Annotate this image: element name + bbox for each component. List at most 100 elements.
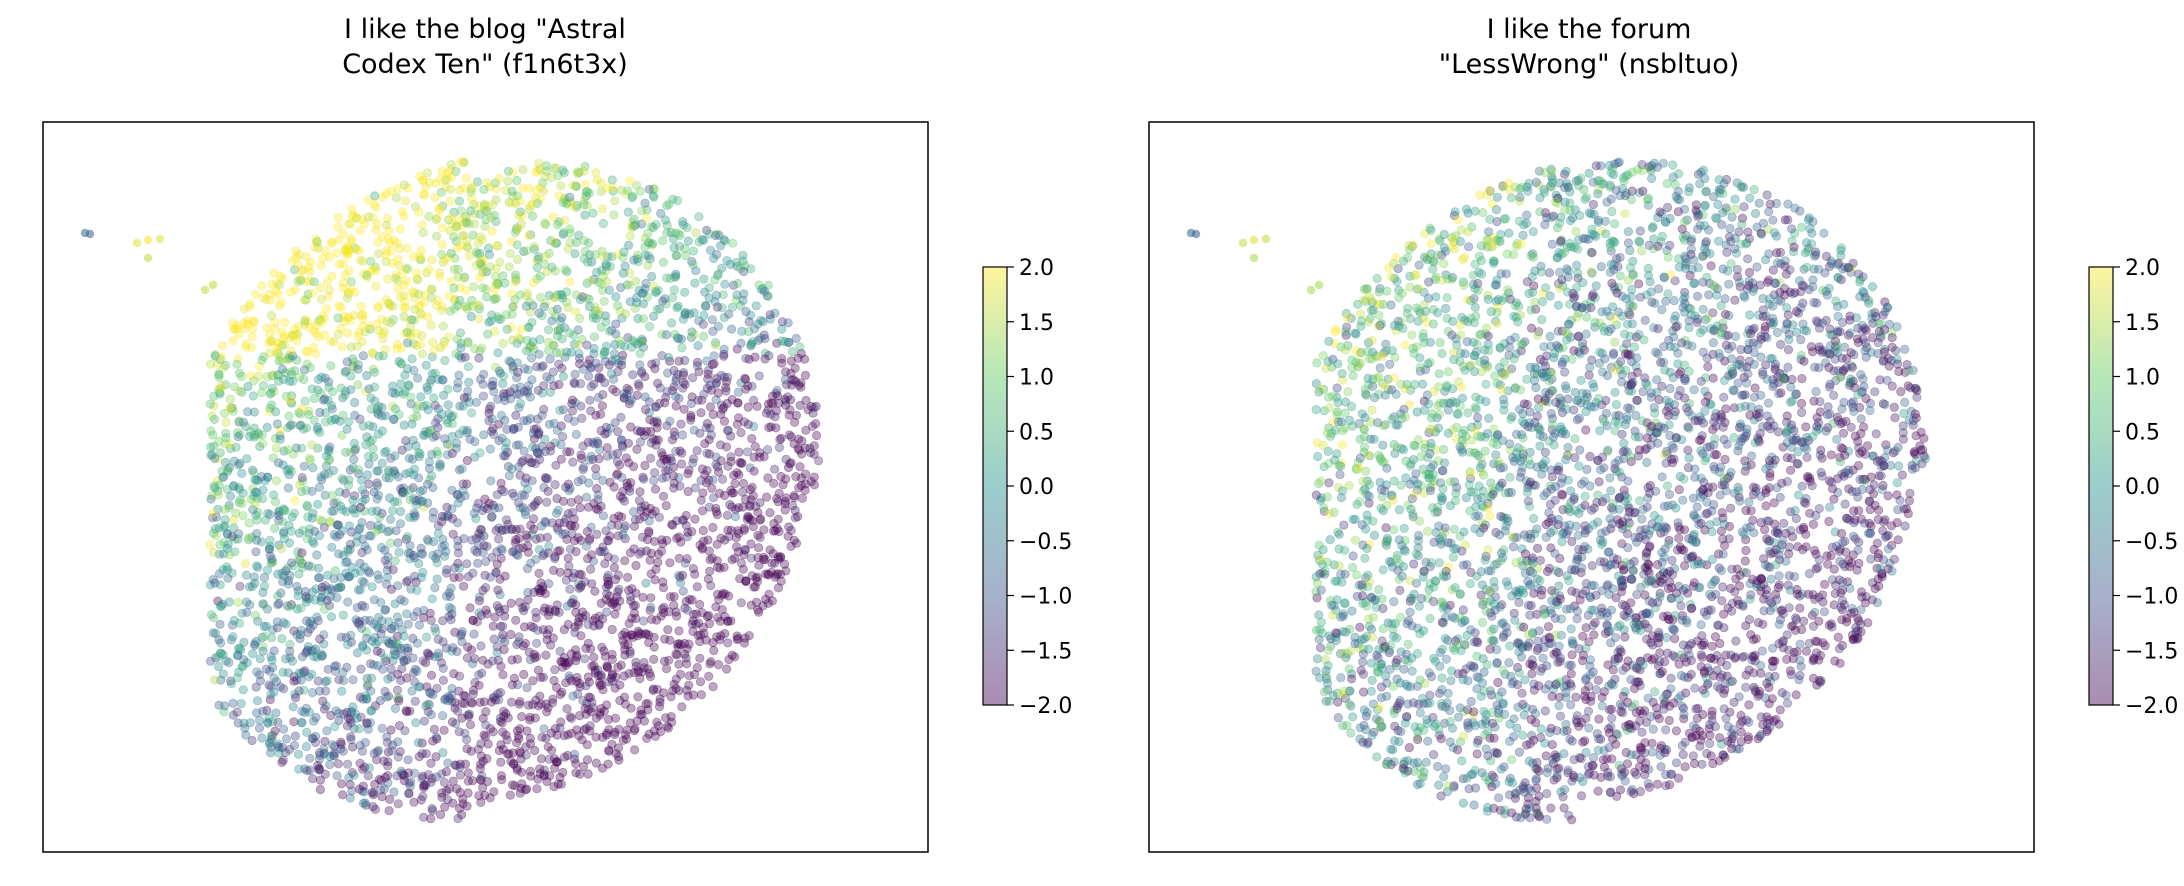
scatter-left-point	[571, 600, 581, 610]
scatter-left-point	[383, 552, 393, 562]
scatter-left-point	[610, 727, 620, 737]
scatter-left-point	[550, 552, 560, 562]
scatter-left-point	[247, 581, 257, 592]
chart-title-right: I like the forum "LessWrong" (nsbltuo)	[1438, 14, 1740, 80]
scatter-left-point	[285, 332, 296, 343]
scatter-left-point	[522, 246, 532, 256]
scatter-left-point	[738, 564, 748, 574]
scatter-left-point	[264, 680, 274, 690]
scatter-left-point	[705, 402, 716, 412]
scatter-left-point	[288, 702, 298, 712]
scatter-left-point	[681, 510, 691, 521]
scatter-left-point	[591, 758, 601, 768]
scatter-left-point	[212, 359, 222, 370]
scatter-left-point	[223, 573, 233, 583]
scatter-left-point	[475, 448, 485, 458]
scatter-left-point	[394, 720, 405, 731]
scatter-left-point	[605, 261, 615, 272]
scatter-left-point	[570, 249, 580, 259]
scatter-left-point	[496, 771, 506, 781]
scatter-left-point	[579, 236, 589, 246]
scatter-left-point	[285, 646, 295, 656]
scatter-left-point	[418, 791, 428, 802]
scatter-left-point	[568, 507, 578, 517]
scatter-left-point	[753, 552, 763, 563]
scatter-left-point	[479, 369, 489, 379]
scatter-left-point	[324, 446, 334, 457]
scatter-left-point	[657, 604, 668, 614]
scatter-left-point	[350, 508, 360, 518]
scatter-left-point	[683, 691, 693, 701]
scatter-left-point	[310, 595, 320, 605]
scatter-right-point	[1463, 408, 1473, 418]
scatter-left-point	[271, 708, 281, 718]
scatter-left-point	[355, 226, 365, 236]
scatter-left-point	[234, 416, 244, 426]
scatter-left-point	[703, 535, 713, 545]
scatter-left-point	[568, 180, 578, 190]
scatter-left-point	[582, 293, 592, 303]
scatter-left-point	[426, 320, 436, 330]
scatter-left-point	[268, 717, 278, 727]
scatter-left-point	[567, 399, 577, 409]
scatter-left-point	[266, 652, 276, 662]
scatter-left-point	[653, 378, 663, 388]
scatter-left-point	[504, 262, 514, 272]
scatter-left-point	[704, 671, 714, 682]
scatter-left-point	[591, 463, 601, 474]
scatter-left-point	[466, 311, 476, 322]
scatter-left-point	[696, 690, 707, 700]
scatter-left-point	[371, 281, 381, 291]
scatter-left-point	[219, 362, 229, 373]
scatter-left-point	[273, 348, 283, 358]
scatter-left-point	[331, 706, 341, 716]
scatter-right-point	[1409, 559, 1419, 569]
scatter-left-point	[768, 548, 778, 559]
scatter-left-point	[643, 228, 653, 238]
scatter-left-point	[461, 285, 471, 296]
scatter-left-point	[435, 460, 446, 470]
scatter-left-point	[332, 771, 342, 781]
scatter-left-point	[419, 612, 429, 623]
scatter-left-point	[620, 640, 630, 650]
scatter-left-point	[579, 195, 589, 206]
scatter-left-point	[439, 777, 449, 788]
scatter-left-point	[672, 250, 682, 261]
scatter-left-point	[638, 616, 649, 626]
scatter-left-point	[346, 233, 356, 244]
scatter-left-point	[327, 542, 337, 552]
scatter-left-point	[697, 542, 708, 553]
scatter-left-point	[674, 638, 684, 649]
scatter-left-point	[252, 708, 262, 718]
scatter-left-point	[411, 718, 421, 728]
scatter-left-point	[401, 469, 411, 479]
scatter-left-point	[457, 464, 467, 474]
scatter-left-point	[215, 448, 225, 458]
scatter-left-point	[645, 415, 655, 425]
scatter-left-point	[406, 777, 416, 787]
scatter-left-point	[593, 671, 603, 681]
scatter-left-point	[551, 460, 561, 470]
scatter-left-point	[264, 544, 275, 554]
scatter-left-point	[652, 304, 662, 314]
scatter-left-point	[274, 598, 284, 609]
scatter-left-point	[566, 713, 577, 724]
scatter-left-point	[590, 613, 600, 623]
scatter-left-point	[542, 372, 552, 382]
scatter-left-point	[214, 370, 224, 380]
scatter-left-point	[562, 266, 572, 277]
scatter-left-point	[688, 454, 699, 464]
scatter-left-point	[550, 553, 560, 564]
scatter-right-point	[1517, 688, 1527, 698]
scatter-left-point	[381, 411, 391, 421]
scatter-left-point	[299, 667, 309, 677]
scatter-left-point	[300, 316, 310, 326]
scatter-left-point	[583, 672, 593, 682]
scatter-right-point	[1404, 742, 1414, 753]
scatter-left-point	[694, 316, 704, 326]
scatter-left-point	[738, 256, 748, 266]
scatter-left-point	[687, 526, 697, 537]
scatter-left-point	[443, 400, 453, 410]
scatter-left-point	[252, 515, 262, 525]
scatter-left-point	[228, 710, 238, 720]
